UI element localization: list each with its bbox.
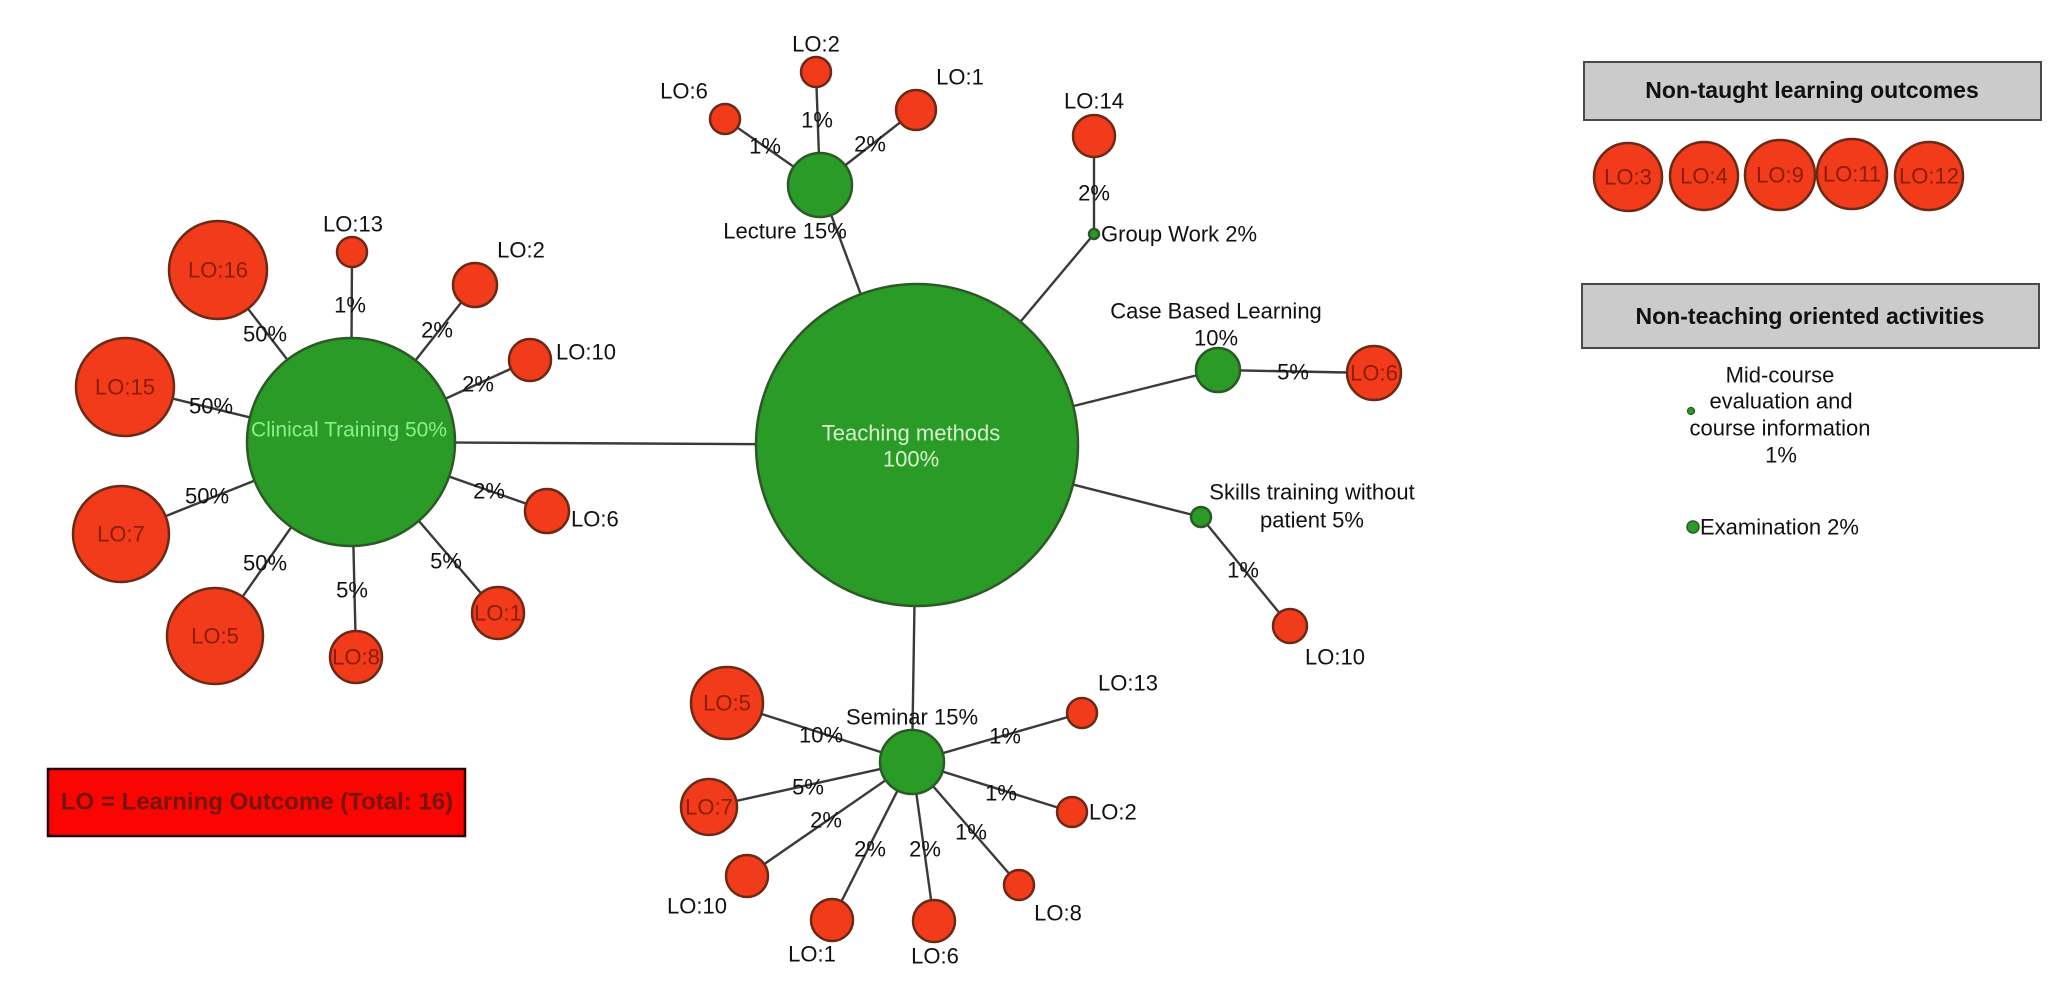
- svg-text:2%: 2%: [854, 132, 886, 157]
- svg-text:Seminar 15%: Seminar 15%: [846, 705, 978, 730]
- svg-text:LO:8: LO:8: [1034, 901, 1082, 926]
- svg-text:1%: 1%: [801, 108, 833, 133]
- svg-text:50%: 50%: [185, 484, 229, 509]
- svg-text:5%: 5%: [430, 549, 462, 574]
- svg-text:evaluation and: evaluation and: [1709, 389, 1852, 414]
- svg-text:LO:7: LO:7: [685, 795, 733, 820]
- svg-text:Non-teaching oriented activiti: Non-teaching oriented activities: [1636, 303, 1985, 329]
- svg-text:LO = Learning Outcome (Total:: LO = Learning Outcome (Total: 16): [61, 789, 453, 816]
- svg-text:100%: 100%: [883, 447, 939, 472]
- svg-text:10%: 10%: [799, 723, 843, 748]
- svg-text:1%: 1%: [989, 724, 1021, 749]
- svg-text:1%: 1%: [985, 781, 1017, 806]
- svg-text:LO:8: LO:8: [332, 645, 380, 670]
- svg-text:LO:13: LO:13: [323, 212, 383, 237]
- svg-text:Clinical Training 50%: Clinical Training 50%: [251, 419, 447, 442]
- svg-text:Group Work 2%: Group Work 2%: [1101, 222, 1257, 247]
- svg-text:2%: 2%: [1078, 181, 1110, 206]
- svg-text:LO:2: LO:2: [1089, 800, 1137, 825]
- svg-text:LO:1: LO:1: [788, 942, 836, 967]
- svg-text:LO:16: LO:16: [188, 258, 248, 283]
- svg-text:LO:10: LO:10: [556, 340, 616, 365]
- svg-text:LO:6: LO:6: [660, 79, 708, 104]
- svg-text:Teaching methods: Teaching methods: [822, 421, 1001, 446]
- svg-text:LO:6: LO:6: [571, 507, 619, 532]
- svg-text:5%: 5%: [1277, 360, 1309, 385]
- svg-text:1%: 1%: [1765, 443, 1797, 468]
- svg-text:LO:5: LO:5: [191, 624, 239, 649]
- svg-text:2%: 2%: [462, 372, 494, 397]
- svg-text:1%: 1%: [955, 820, 987, 845]
- svg-text:LO:12: LO:12: [1899, 164, 1959, 189]
- svg-text:Skills training without: Skills training without: [1209, 480, 1414, 505]
- svg-text:5%: 5%: [336, 578, 368, 603]
- svg-text:patient 5%: patient 5%: [1260, 508, 1364, 533]
- svg-text:LO:13: LO:13: [1098, 671, 1158, 696]
- svg-text:10%: 10%: [1194, 326, 1238, 351]
- svg-text:LO:9: LO:9: [1756, 163, 1804, 188]
- svg-text:50%: 50%: [189, 394, 233, 419]
- svg-text:1%: 1%: [334, 293, 366, 318]
- svg-text:Non-taught learning outcomes: Non-taught learning outcomes: [1645, 77, 1979, 103]
- svg-text:50%: 50%: [243, 322, 287, 347]
- svg-text:LO:6: LO:6: [911, 944, 959, 969]
- svg-text:Case Based Learning: Case Based Learning: [1110, 299, 1322, 324]
- svg-text:Lecture 15%: Lecture 15%: [723, 219, 847, 244]
- svg-text:5%: 5%: [792, 775, 824, 800]
- svg-text:LO:2: LO:2: [497, 238, 545, 263]
- svg-text:1%: 1%: [1227, 558, 1259, 583]
- svg-text:LO:4: LO:4: [1680, 164, 1728, 189]
- svg-text:2%: 2%: [909, 837, 941, 862]
- svg-text:LO:6: LO:6: [1350, 361, 1398, 386]
- svg-text:LO:5: LO:5: [703, 691, 751, 716]
- svg-text:LO:15: LO:15: [95, 375, 155, 400]
- svg-text:Mid-course: Mid-course: [1726, 363, 1835, 388]
- svg-text:LO:7: LO:7: [97, 522, 145, 547]
- svg-text:2%: 2%: [810, 808, 842, 833]
- svg-text:course information: course information: [1690, 416, 1871, 441]
- svg-text:LO:10: LO:10: [667, 894, 727, 919]
- svg-text:LO:10: LO:10: [1305, 645, 1365, 670]
- svg-text:2%: 2%: [473, 479, 505, 504]
- svg-text:2%: 2%: [854, 837, 886, 862]
- svg-text:2%: 2%: [421, 318, 453, 343]
- svg-text:LO:1: LO:1: [474, 601, 522, 626]
- svg-text:LO:1: LO:1: [936, 65, 984, 90]
- svg-text:LO:3: LO:3: [1604, 165, 1652, 190]
- svg-text:1%: 1%: [749, 134, 781, 159]
- svg-text:LO:11: LO:11: [1823, 162, 1881, 187]
- svg-text:50%: 50%: [243, 551, 287, 576]
- svg-text:Examination 2%: Examination 2%: [1700, 515, 1859, 540]
- svg-text:LO:2: LO:2: [792, 32, 840, 57]
- svg-text:LO:14: LO:14: [1064, 89, 1124, 114]
